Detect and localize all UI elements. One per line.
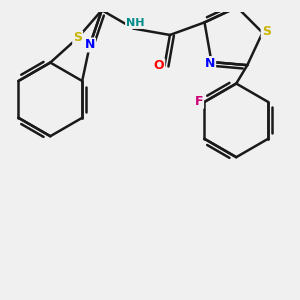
Text: N: N [85,38,95,52]
Text: S: S [73,32,82,44]
Text: O: O [154,59,164,72]
Text: S: S [262,25,271,38]
Text: F: F [195,95,203,108]
Text: NH: NH [126,18,145,28]
Text: N: N [205,57,215,70]
